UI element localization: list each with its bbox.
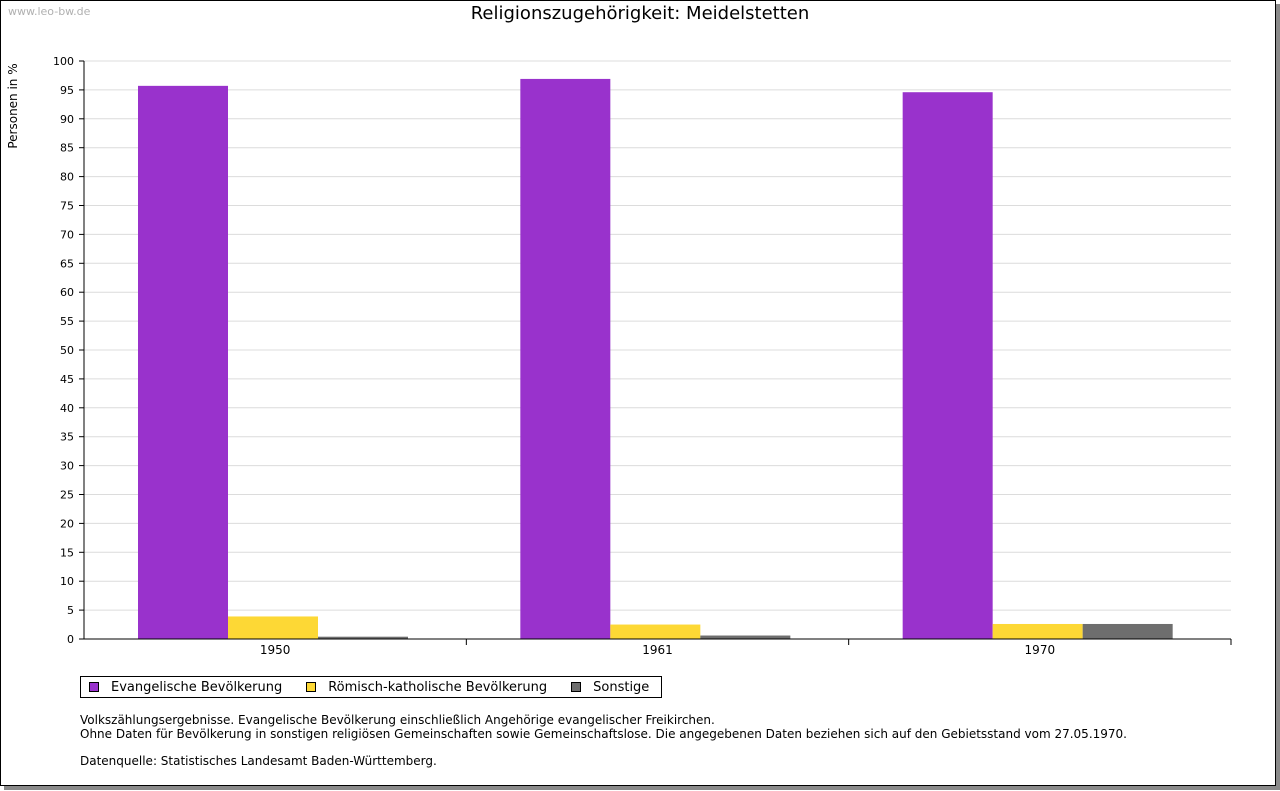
bar [610,624,701,639]
legend-item-sonstige: Sonstige [571,680,649,695]
y-tick-label: 65 [60,257,74,270]
legend-swatch-evangelisch [89,682,99,692]
y-tick-label: 80 [60,171,74,184]
y-tick-label: 60 [60,286,74,299]
bar [138,85,228,639]
y-tick-label: 75 [60,200,74,213]
bar [228,616,318,639]
y-tick-label: 100 [53,55,74,68]
legend-label-sonstige: Sonstige [593,679,650,695]
y-tick-label: 55 [60,315,74,328]
bar-chart: 0 5 10 15 20 25 30 35 40 45 50 55 60 65 70 75 80 85 90 95 10… [53,55,1232,657]
legend-item-katholisch: Römisch-katholische Bevölkerung [306,680,547,695]
x-tick-label: 1961 [642,643,673,657]
y-tick-label: 20 [60,517,74,530]
y-tick-label: 10 [60,575,74,588]
y-tick-label: 90 [60,113,74,126]
legend-item-evangelisch: Evangelische Bevölkerung [89,680,282,695]
y-tick-label: 30 [60,460,74,473]
chart-title: Religionszugehörigkeit: Meidelstetten [470,3,810,24]
y-tick-label: 35 [60,431,74,444]
y-tick-label: 70 [60,228,74,241]
footnote-line-1: Volkszählungsergebnisse. Evangelische Be… [80,713,715,727]
legend-swatch-katholisch [306,682,317,692]
legend-swatch-sonstige [571,682,582,692]
footnote-line-2: Ohne Daten für Bevölkerung in sonstigen … [80,727,1127,741]
legend: Evangelische Bevölkerung Römisch-katholi… [80,676,663,698]
y-tick-label: 95 [60,84,74,97]
y-tick-label: 0 [67,633,74,646]
bar [520,78,611,640]
y-tick-label: 40 [60,402,74,415]
y-tick-label: 25 [60,489,74,502]
bar [902,92,993,640]
footnotes: Volkszählungsergebnisse. Evangelische Be… [80,713,1127,768]
y-tick-label: 5 [67,604,74,617]
y-tick-label: 85 [60,142,74,155]
bar [700,635,791,639]
watermark: www.leo-bw.de [8,5,91,18]
legend-label-evangelisch: Evangelische Bevölkerung [111,679,283,695]
y-tick-label: 15 [60,546,74,559]
bar [318,636,408,639]
bar [992,623,1083,639]
data-source: Datenquelle: Statistisches Landesamt Bad… [80,754,437,768]
x-tick-label: 1970 [1025,643,1056,657]
bar [1082,623,1173,639]
y-tick-label: 45 [60,373,74,386]
x-tick-label: 1950 [260,643,291,657]
legend-label-katholisch: Römisch-katholische Bevölkerung [328,679,548,695]
y-tick-label: 50 [60,344,74,357]
